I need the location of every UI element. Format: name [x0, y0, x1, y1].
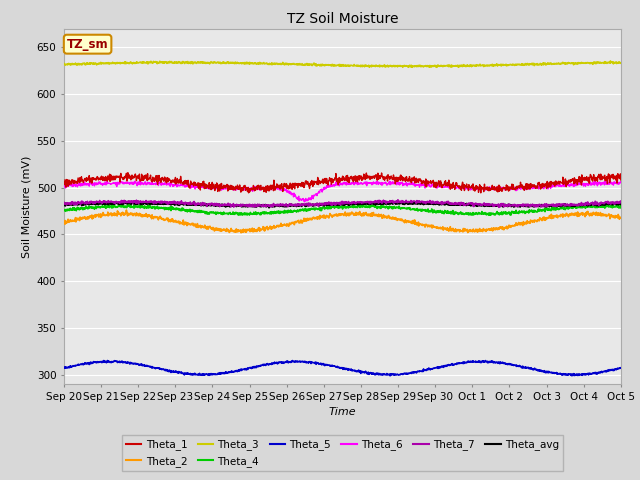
Legend: Theta_1, Theta_2, Theta_3, Theta_4, Theta_5, Theta_6, Theta_7, Theta_avg: Theta_1, Theta_2, Theta_3, Theta_4, Thet…	[122, 435, 563, 471]
Title: TZ Soil Moisture: TZ Soil Moisture	[287, 12, 398, 26]
Text: TZ_sm: TZ_sm	[67, 37, 108, 51]
Y-axis label: Soil Moisture (mV): Soil Moisture (mV)	[21, 155, 31, 258]
X-axis label: Time: Time	[328, 407, 356, 417]
